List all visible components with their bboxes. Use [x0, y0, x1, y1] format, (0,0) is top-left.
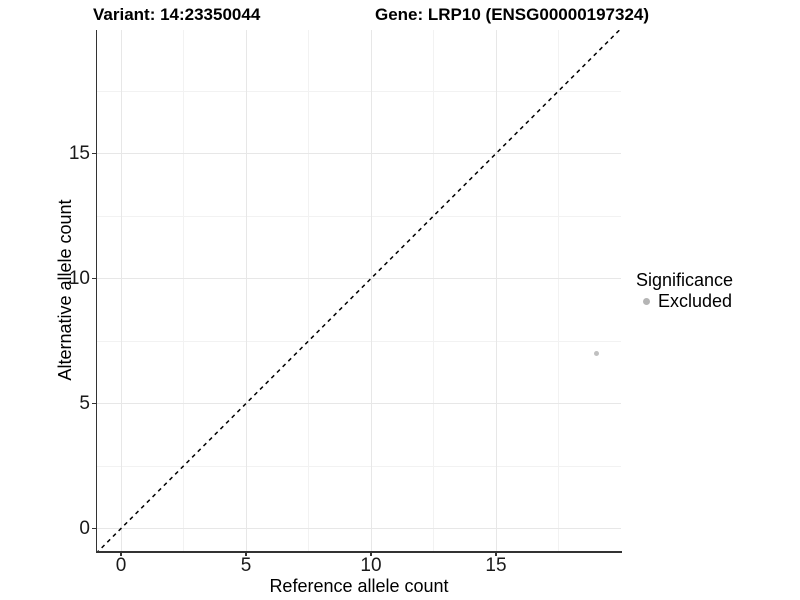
- legend-items: Excluded: [636, 291, 733, 312]
- legend-item-label: Excluded: [658, 291, 733, 311]
- identity-dashed-line: [97, 30, 621, 551]
- legend: Significance Excluded: [636, 270, 733, 312]
- grid-line-x-major: [495, 30, 497, 551]
- grid-line-x-minor: [433, 30, 434, 551]
- x-tick-label: 5: [240, 555, 252, 576]
- x-axis-tick: [120, 552, 122, 556]
- x-tick-label: 0: [115, 555, 127, 576]
- grid-line-x-minor: [183, 30, 184, 551]
- y-tick-label: 10: [68, 267, 90, 289]
- grid-line-y-minor: [97, 90, 621, 92]
- y-axis-line: [95, 30, 97, 553]
- legend-item: Excluded: [636, 291, 733, 312]
- grid-line-y-minor: [97, 215, 621, 217]
- grid-line-x-major: [245, 30, 247, 551]
- x-axis-line: [95, 551, 622, 553]
- x-axis-tick: [495, 552, 497, 556]
- legend-point-icon: [643, 298, 650, 305]
- x-tick-label: 10: [360, 555, 382, 576]
- plot-panel: [97, 30, 621, 551]
- y-tick-label: 0: [79, 517, 90, 539]
- x-axis-tick: [245, 552, 247, 556]
- x-axis-tick: [370, 552, 372, 556]
- y-axis-tick: [92, 277, 96, 280]
- grid-line-y-major: [97, 278, 621, 279]
- grid-line-x-minor: [308, 30, 309, 551]
- identity-line-layer: [97, 30, 621, 551]
- y-axis-tick: [92, 152, 96, 155]
- x-tick-label: 15: [485, 555, 507, 576]
- y-axis-tick: [92, 527, 96, 530]
- grid-line-x-major: [120, 30, 122, 551]
- grid-line-x-minor: [558, 30, 559, 551]
- grid-line-y-major: [97, 528, 621, 529]
- y-axis-tick: [92, 402, 96, 405]
- grid-line-x-major: [370, 30, 372, 551]
- grid-line-y-major: [97, 153, 621, 154]
- grid-line-y-major: [97, 403, 621, 404]
- plot-title-variant: Variant: 14:23350044: [93, 5, 261, 24]
- y-tick-label: 15: [68, 142, 90, 164]
- plot-title-gene: Gene: LRP10 (ENSG00000197324): [375, 5, 650, 24]
- legend-title: Significance: [636, 270, 734, 290]
- y-axis-title: Alternative allele count: [55, 199, 75, 381]
- x-axis-title: Reference allele count: [269, 576, 449, 596]
- grid-line-y-minor: [97, 465, 621, 467]
- grid-line-y-minor: [97, 340, 621, 342]
- data-point: [593, 351, 599, 356]
- y-tick-label: 5: [79, 392, 90, 414]
